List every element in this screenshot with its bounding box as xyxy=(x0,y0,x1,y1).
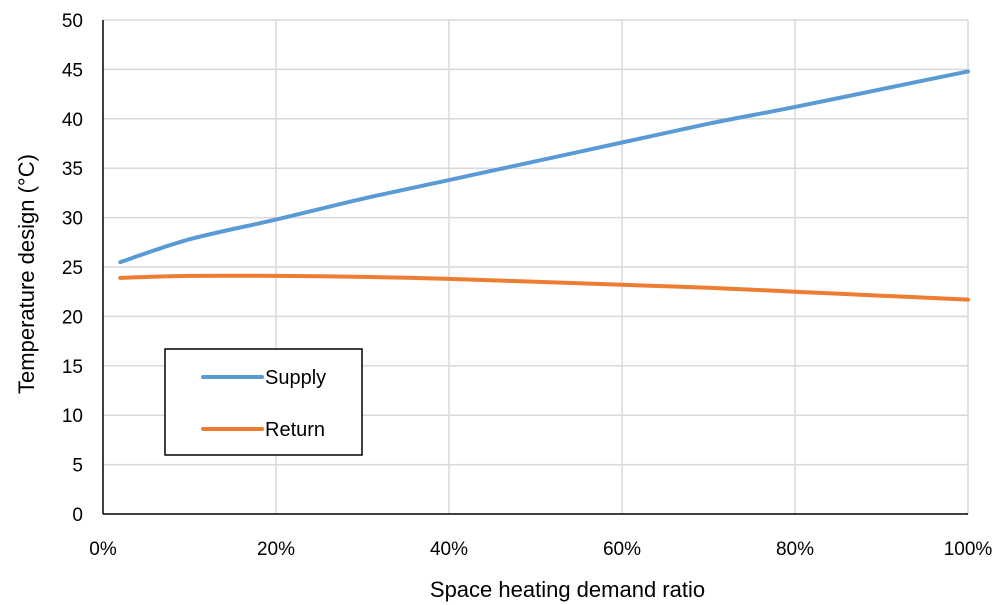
legend-box xyxy=(164,348,363,456)
x-tick-labels: 0% 20% 40% 60% 80% 100% xyxy=(89,539,992,560)
x-tick-label: 0% xyxy=(89,539,117,560)
x-axis-title: Space heating demand ratio xyxy=(430,577,705,602)
y-tick-label: 45 xyxy=(62,60,83,81)
y-tick-label: 0 xyxy=(72,505,83,526)
x-tick-label: 80% xyxy=(776,539,814,560)
axes xyxy=(102,20,968,515)
y-tick-label: 35 xyxy=(62,159,83,180)
y-axis-title: Temperature design (°C) xyxy=(14,154,39,394)
y-tick-label: 50 xyxy=(62,11,83,32)
y-tick-label: 20 xyxy=(62,307,83,328)
y-tick-label: 15 xyxy=(62,357,83,378)
series-line-supply xyxy=(118,69,970,265)
y-tick-label: 40 xyxy=(62,110,83,131)
x-tick-label: 40% xyxy=(430,539,468,560)
legend: Supply Return xyxy=(164,348,363,456)
x-tick-label: 100% xyxy=(944,539,993,560)
y-tick-labels: 0 5 10 15 20 25 30 35 40 45 50 xyxy=(62,11,83,526)
y-tick-label: 5 xyxy=(72,456,83,477)
legend-label-return: Return xyxy=(265,419,325,441)
series-line-return xyxy=(118,273,970,302)
x-tick-label: 60% xyxy=(603,539,641,560)
y-tick-label: 10 xyxy=(62,406,83,427)
series-lines xyxy=(118,69,970,302)
y-tick-label: 25 xyxy=(62,258,83,279)
x-tick-label: 20% xyxy=(257,539,295,560)
legend-label-supply: Supply xyxy=(265,367,326,389)
gridlines xyxy=(103,19,969,514)
y-tick-label: 30 xyxy=(62,209,83,230)
